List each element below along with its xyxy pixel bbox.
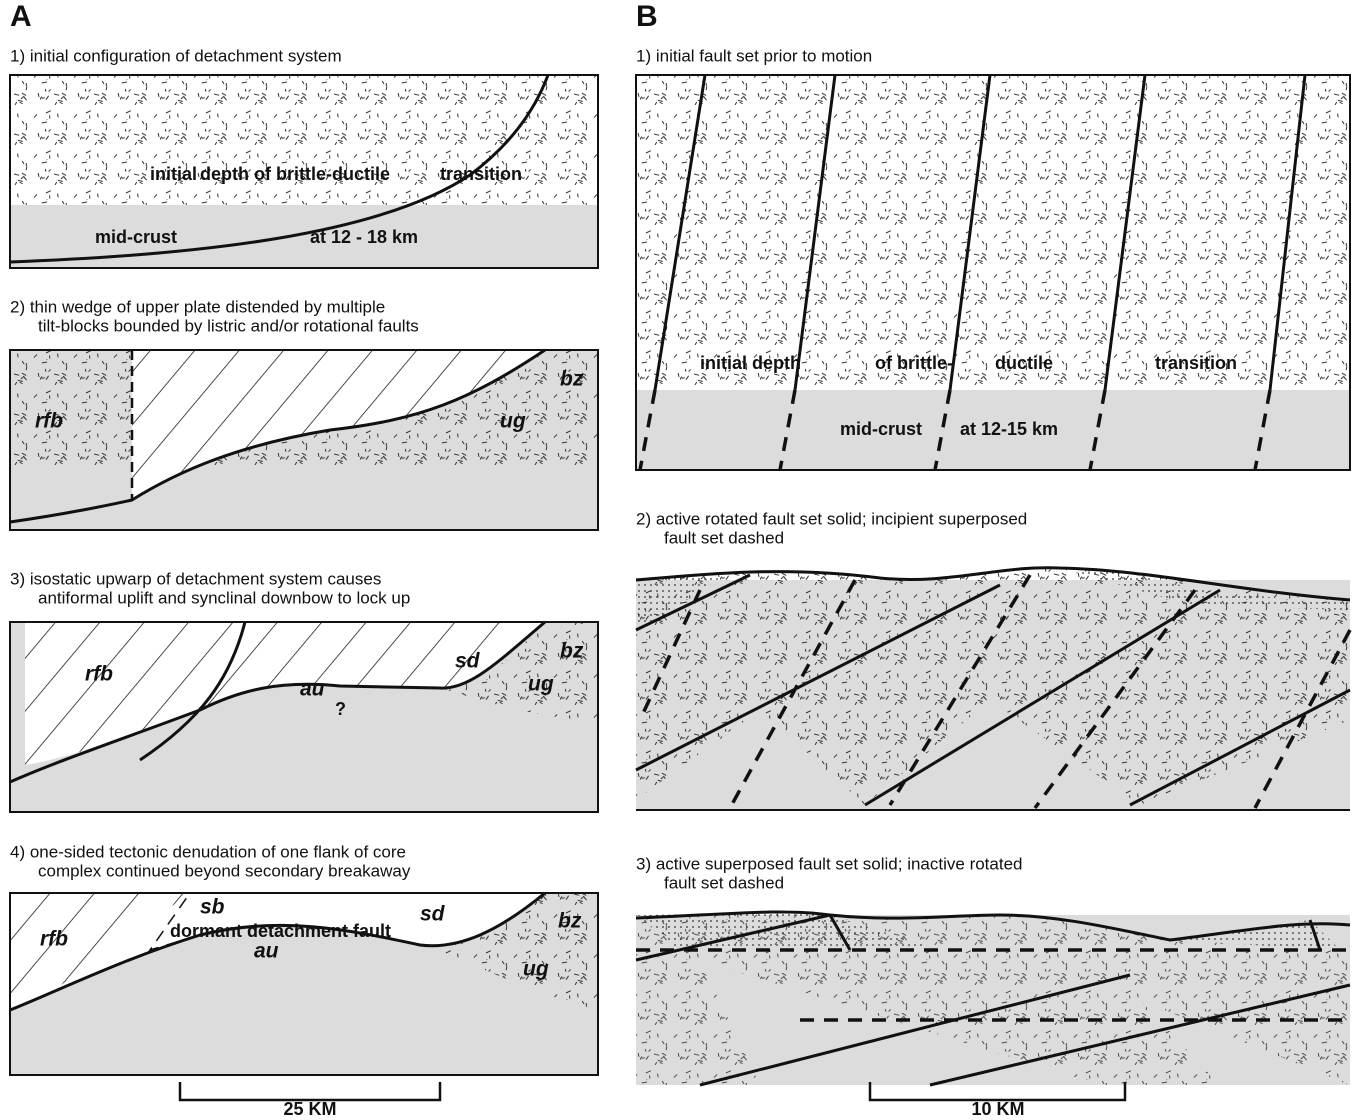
figure: A B 1) initial configuration of detachment… bbox=[0, 0, 1357, 1120]
label: bz bbox=[558, 910, 582, 933]
label: fault set dashed bbox=[664, 873, 784, 892]
label: mid-crust bbox=[840, 419, 922, 439]
label: tilt-blocks bounded by listric and/or ro… bbox=[38, 316, 419, 335]
label: ductile bbox=[995, 353, 1053, 373]
label: 2) active rotated fault set solid; incip… bbox=[636, 509, 1027, 528]
label: dormant detachment fault bbox=[170, 921, 391, 941]
label: mid-crust bbox=[95, 227, 177, 247]
label: 10 KM bbox=[971, 1099, 1024, 1119]
label: B bbox=[636, 0, 658, 33]
label: rfb bbox=[40, 928, 68, 951]
label: at 12 - 18 km bbox=[310, 227, 418, 247]
label: rfb bbox=[35, 410, 63, 433]
label: depth of brittle-ductile bbox=[200, 164, 390, 184]
label: complex continued beyond secondary break… bbox=[38, 861, 411, 880]
label: ug bbox=[528, 673, 554, 696]
label: transition bbox=[1155, 353, 1237, 373]
label: initial bbox=[150, 164, 197, 184]
label: fault set dashed bbox=[664, 528, 784, 547]
label: sd bbox=[420, 903, 446, 926]
label: sd bbox=[455, 650, 481, 673]
label: 3) active superposed fault set solid; in… bbox=[636, 854, 1023, 873]
label: ug bbox=[500, 410, 526, 433]
mid-crust bbox=[10, 465, 598, 530]
label: rfb bbox=[85, 663, 113, 686]
label: A bbox=[10, 0, 32, 33]
label: initial depth bbox=[700, 353, 801, 373]
label: of brittle- bbox=[875, 353, 953, 373]
label: 2) thin wedge of upper plate distended b… bbox=[10, 297, 385, 316]
label: au bbox=[254, 940, 279, 963]
label: bz bbox=[560, 640, 584, 663]
label: 4) one-sided tectonic denudation of one … bbox=[10, 842, 406, 861]
label: at 12-15 km bbox=[960, 419, 1058, 439]
scale-bar bbox=[180, 1082, 440, 1100]
label: ? bbox=[335, 699, 346, 719]
label: transition bbox=[440, 164, 522, 184]
label: ug bbox=[523, 958, 549, 981]
label: 25 KM bbox=[283, 1099, 336, 1119]
label: antiformal uplift and synclinal downbow … bbox=[38, 588, 410, 607]
label: bz bbox=[560, 368, 584, 391]
label: au bbox=[300, 678, 325, 701]
label: sb bbox=[200, 896, 225, 919]
label: 1) initial configuration of detachment s… bbox=[10, 46, 342, 65]
label: 1) initial fault set prior to motion bbox=[636, 46, 872, 65]
page: A B 1) initial configuration of detachment… bbox=[0, 0, 1357, 1120]
label: 3) isostatic upwarp of detachment system… bbox=[10, 569, 381, 588]
